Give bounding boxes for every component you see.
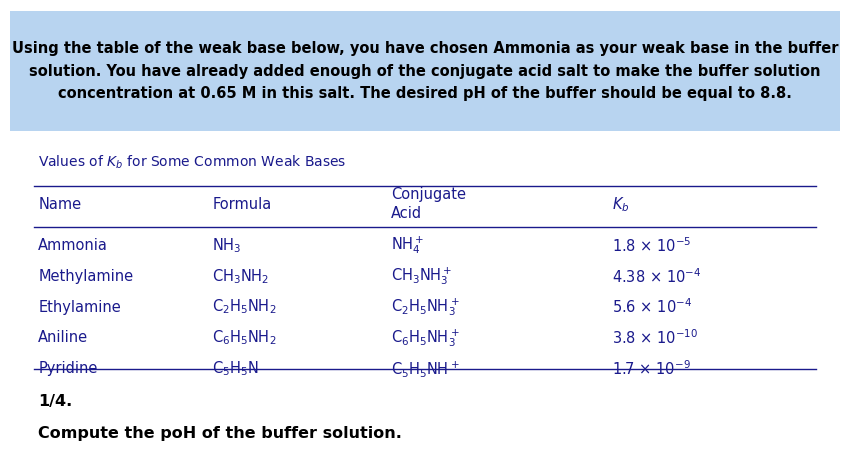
Text: Formula: Formula — [212, 197, 272, 212]
Text: C$_2$H$_5$NH$_2$: C$_2$H$_5$NH$_2$ — [212, 298, 277, 316]
Text: C$_5$H$_5$NH$^+$: C$_5$H$_5$NH$^+$ — [391, 358, 460, 379]
Text: Methylamine: Methylamine — [38, 269, 133, 284]
Text: NH$_4^+$: NH$_4^+$ — [391, 235, 424, 257]
Text: CH$_3$NH$_3^+$: CH$_3$NH$_3^+$ — [391, 265, 452, 287]
Text: C$_5$H$_5$N: C$_5$H$_5$N — [212, 359, 259, 378]
Text: $K_b$: $K_b$ — [612, 195, 630, 213]
Text: 1/4.: 1/4. — [38, 394, 72, 409]
Text: C$_6$H$_5$NH$_3^+$: C$_6$H$_5$NH$_3^+$ — [391, 327, 460, 349]
Text: Values of $K_b$ for Some Common Weak Bases: Values of $K_b$ for Some Common Weak Bas… — [38, 154, 347, 171]
Text: Name: Name — [38, 197, 82, 212]
Text: Compute the poH of the buffer solution.: Compute the poH of the buffer solution. — [38, 426, 402, 441]
Text: Aniline: Aniline — [38, 330, 88, 345]
Text: NH$_3$: NH$_3$ — [212, 236, 241, 255]
Text: CH$_3$NH$_2$: CH$_3$NH$_2$ — [212, 267, 269, 285]
Text: Conjugate
Acid: Conjugate Acid — [391, 187, 466, 221]
Text: 5.6 × 10$^{-4}$: 5.6 × 10$^{-4}$ — [612, 298, 692, 316]
Text: Ethylamine: Ethylamine — [38, 300, 121, 314]
Text: C$_2$H$_5$NH$_3^+$: C$_2$H$_5$NH$_3^+$ — [391, 296, 460, 318]
Text: Using the table of the weak base below, you have chosen Ammonia as your weak bas: Using the table of the weak base below, … — [12, 41, 838, 101]
FancyBboxPatch shape — [10, 11, 840, 131]
Text: C$_6$H$_5$NH$_2$: C$_6$H$_5$NH$_2$ — [212, 329, 277, 347]
Text: 1.7 × 10$^{-9}$: 1.7 × 10$^{-9}$ — [612, 359, 691, 378]
Text: 1.8 × 10$^{-5}$: 1.8 × 10$^{-5}$ — [612, 236, 691, 255]
Text: Pyridine: Pyridine — [38, 361, 98, 376]
Text: 3.8 × 10$^{-10}$: 3.8 × 10$^{-10}$ — [612, 329, 698, 347]
Text: 4.38 × 10$^{-4}$: 4.38 × 10$^{-4}$ — [612, 267, 701, 285]
Text: Ammonia: Ammonia — [38, 238, 108, 253]
